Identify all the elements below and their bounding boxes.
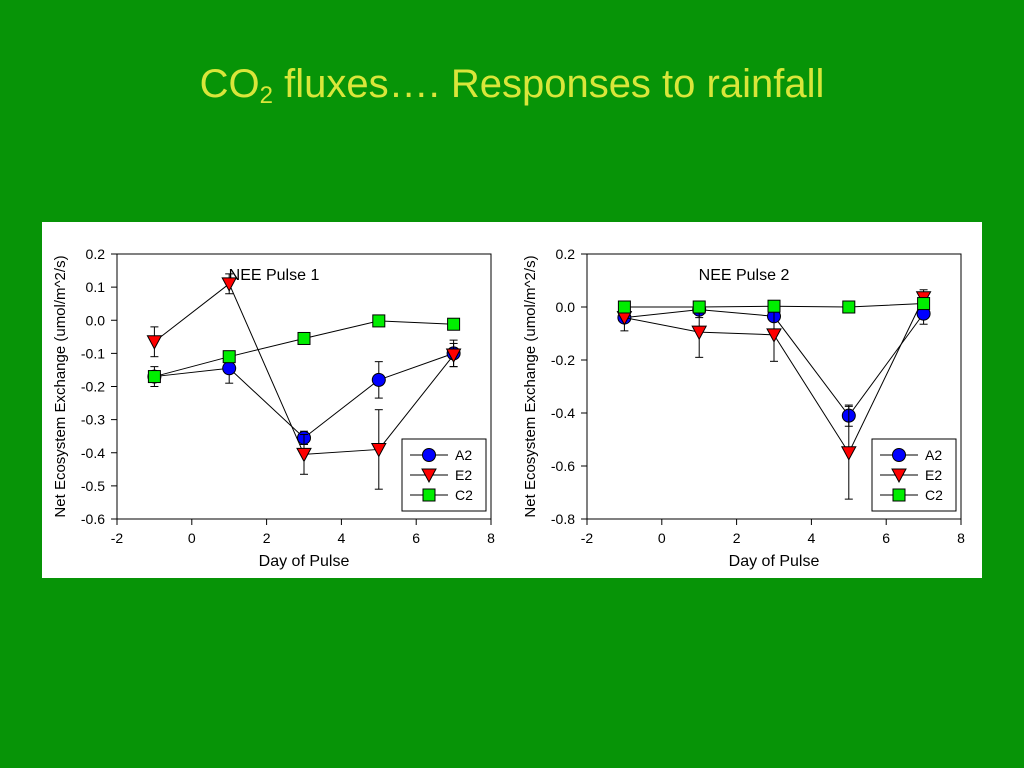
data-point	[296, 447, 312, 463]
y-tick-label: 0.0	[86, 312, 106, 328]
y-tick-label: -0.1	[81, 345, 105, 361]
series-line	[154, 352, 454, 439]
y-tick-label: -0.3	[81, 412, 105, 428]
data-point	[222, 361, 237, 376]
x-tick-label: 4	[808, 530, 816, 546]
x-axis-label: Day of Pulse	[259, 553, 350, 570]
y-axis-label: Net Ecosystem Exchange (umol/m^2/s)	[522, 255, 539, 517]
legend-label: C2	[925, 487, 943, 503]
y-tick-label: -0.4	[551, 405, 575, 421]
data-point	[840, 446, 857, 461]
y-tick-label: 0.1	[86, 279, 106, 295]
legend-label: A2	[925, 447, 942, 463]
slide-title-main: CO	[199, 62, 260, 106]
series-e2	[146, 273, 462, 490]
legend-marker	[422, 488, 436, 502]
data-point	[842, 300, 856, 314]
legend-marker	[892, 448, 906, 462]
y-tick-label: -0.2	[551, 352, 575, 368]
series-c2	[617, 297, 931, 314]
slide-title-rest: fluxes…. Responses to rainfall	[272, 62, 825, 106]
slide-title: CO2 fluxes…. Responses to rainfall	[0, 62, 1024, 110]
chart-nee-pulse-2: -2 0 2 4 6 8 0.2 0.0 -0.2 -0.4 -0.6 -0.8 Day of Puls…	[522, 246, 965, 570]
data-point	[767, 299, 781, 313]
y-tick-label: 0.0	[556, 299, 576, 315]
data-point	[372, 314, 386, 328]
data-point	[692, 300, 706, 314]
figure-panel: -2 0 2 4 6 8 0.2 0.1 0.0 -0.1 -0.2 -0.3 -0.4 -0.5 -0.6…	[42, 222, 982, 578]
y-tick-label: -0.4	[81, 445, 105, 461]
x-tick-label: 2	[733, 530, 741, 546]
legend: A2 E2 C2	[401, 438, 487, 512]
y-tick-label: -0.5	[81, 478, 105, 494]
data-point	[447, 317, 461, 331]
x-tick-label: 2	[263, 530, 271, 546]
data-point	[917, 297, 931, 311]
chart-nee-pulse-1: -2 0 2 4 6 8 0.2 0.1 0.0 -0.1 -0.2 -0.3 -0.4 -0.5 -0.6…	[52, 246, 495, 570]
legend-marker	[892, 488, 906, 502]
y-tick-label: -0.6	[551, 458, 575, 474]
legend-label: A2	[455, 447, 472, 463]
data-point	[146, 335, 163, 350]
legend: A2 E2 C2	[871, 438, 957, 512]
chart-title: NEE Pulse 2	[699, 267, 790, 284]
data-point	[766, 328, 782, 343]
y-axis-label: Net Ecosystem Exchange (umol/m^2/s)	[52, 255, 69, 517]
series-line	[154, 320, 454, 378]
data-point	[617, 300, 631, 314]
slide-title-subscript: 2	[259, 82, 273, 109]
legend-marker	[891, 468, 907, 484]
series-c2	[147, 314, 461, 387]
data-point	[370, 442, 387, 458]
data-point	[221, 277, 238, 292]
y-tick-label: 0.2	[556, 246, 576, 262]
data-point	[371, 372, 386, 387]
x-tick-label: 8	[487, 530, 495, 546]
data-point	[297, 331, 311, 345]
x-tick-label: 0	[658, 530, 666, 546]
x-tick-label: 6	[412, 530, 420, 546]
data-point	[222, 350, 236, 364]
x-tick-label: -2	[581, 530, 594, 546]
data-point	[445, 348, 462, 364]
y-tick-label: -0.8	[551, 511, 575, 527]
legend-label: E2	[455, 467, 472, 483]
x-tick-label: 0	[188, 530, 196, 546]
legend-marker	[422, 448, 436, 462]
y-tick-label: 0.2	[86, 246, 106, 262]
legend-label: E2	[925, 467, 942, 483]
y-tick-label: -0.2	[81, 379, 105, 395]
x-axis-label: Day of Pulse	[729, 553, 820, 570]
plot-frame	[586, 253, 962, 520]
series-a2	[147, 339, 461, 445]
data-point	[147, 370, 161, 384]
chart-title: NEE Pulse 1	[229, 267, 320, 284]
y-tick-label: -0.6	[81, 511, 105, 527]
x-tick-label: 4	[338, 530, 346, 546]
x-tick-label: 8	[957, 530, 965, 546]
legend-marker	[421, 468, 437, 484]
data-point	[691, 325, 708, 341]
x-tick-label: -2	[111, 530, 124, 546]
legend-label: C2	[455, 487, 473, 503]
x-tick-label: 6	[882, 530, 890, 546]
